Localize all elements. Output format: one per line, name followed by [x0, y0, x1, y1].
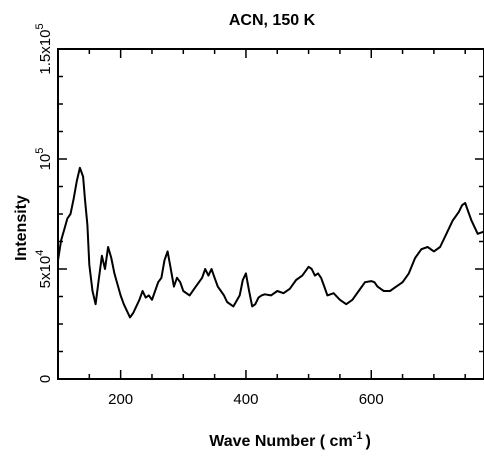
- y-axis-label: Intensity: [13, 195, 30, 261]
- svg-text:1.5x105: 1.5x105: [34, 23, 54, 74]
- x-axis-ticks: [88, 49, 466, 379]
- x-axis-label: Wave Number ( cm-1): [209, 430, 371, 450]
- y-tick-label: 1.5x105: [34, 23, 54, 74]
- svg-text:5x104: 5x104: [34, 250, 54, 289]
- y-tick-label: 0: [37, 375, 54, 383]
- x-tick-label: 600: [359, 391, 384, 408]
- chart-title: ACN, 150 K: [229, 12, 316, 29]
- y-axis-ticks: [58, 48, 484, 380]
- y-axis-tick-labels: 0 5x104 105 1.5x105: [34, 23, 54, 383]
- x-tick-label: 400: [233, 391, 258, 408]
- y-tick-label: 5x104: [34, 250, 54, 289]
- x-axis-tick-labels: 200 400 600: [108, 391, 384, 408]
- svg-text:0: 0: [37, 375, 54, 383]
- x-tick-label: 200: [108, 391, 133, 408]
- svg-text:105: 105: [34, 148, 54, 171]
- plot-frame: [57, 48, 484, 380]
- series-line: [57, 166, 484, 319]
- y-tick-label: 105: [34, 148, 54, 171]
